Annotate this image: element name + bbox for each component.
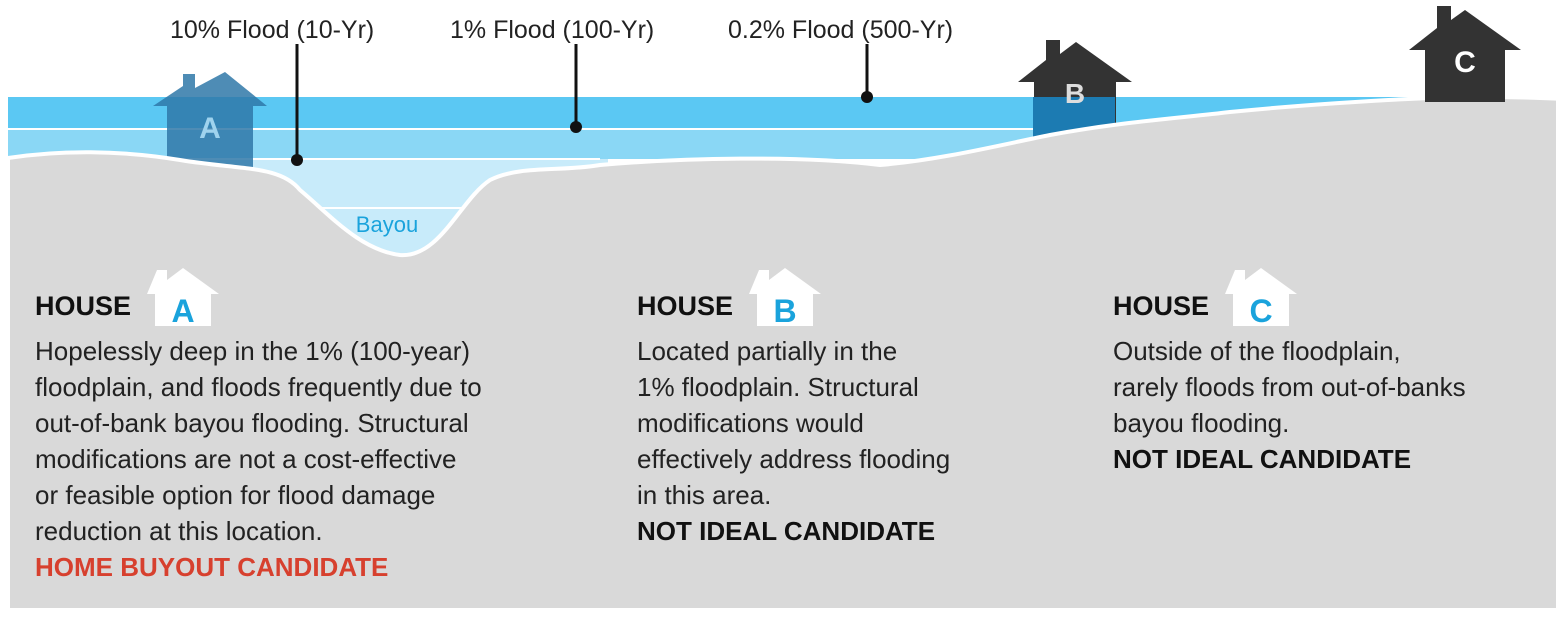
verdict: HOME BUYOUT CANDIDATE [35,552,388,582]
house-letter: A [199,112,221,145]
margin [0,608,1564,627]
description-line: reduction at this location. [35,516,323,546]
flood-label: 10% Flood (10-Yr) [170,16,374,44]
description-line: bayou flooding. [1113,408,1289,438]
flood-diagram: A B Bayou C 10% Flood (10-Yr) 1% Flood (1… [0,0,1564,627]
description-line: modifications are not a cost-effective [35,444,457,474]
description-line: rarely floods from out-of-banks [1113,372,1466,402]
house-heading: HOUSE [1113,291,1209,321]
verdict: NOT IDEAL CANDIDATE [637,516,935,546]
description-line: Hopelessly deep in the 1% (100-year) [35,336,470,366]
leader-dot [570,121,582,133]
leader-dot [861,91,873,103]
margin [1556,96,1564,627]
description-line: 1% floodplain. Structural [637,372,919,402]
house-letter: C [1249,293,1272,329]
description-line: floodplain, and floods frequently due to [35,372,482,402]
bayou-label: Bayou [356,212,418,237]
house-c: C [1409,6,1521,102]
house-heading: HOUSE [35,291,131,321]
flood-label: 1% Flood (100-Yr) [450,16,654,44]
description-line: or feasible option for flood damage [35,480,435,510]
description-line: in this area. [637,480,771,510]
description-line: Located partially in the [637,336,897,366]
house-letter: C [1454,46,1476,79]
leader-dot [291,154,303,166]
description-line: effectively address flooding [637,444,950,474]
house-letter: B [773,293,796,329]
house-letter: B [1065,78,1085,109]
flood-label: 0.2% Flood (500-Yr) [728,16,953,44]
description-line: Outside of the floodplain, [1113,336,1401,366]
description-line: out-of-bank bayou flooding. Structural [35,408,469,438]
description-line: modifications would [637,408,864,438]
house-letter: A [171,293,194,329]
house-heading: HOUSE [637,291,733,321]
verdict: NOT IDEAL CANDIDATE [1113,444,1411,474]
